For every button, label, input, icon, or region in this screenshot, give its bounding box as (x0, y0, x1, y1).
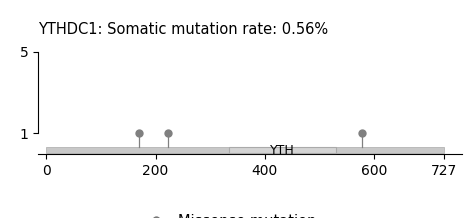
Bar (46, 147, 444, 153)
Bar (229, 147, 336, 153)
Text: YTH: YTH (270, 144, 295, 157)
Text: YTHDC1: Somatic mutation rate: 0.56%: YTHDC1: Somatic mutation rate: 0.56% (38, 22, 328, 37)
Legend: Missense mutation: Missense mutation (136, 208, 322, 218)
